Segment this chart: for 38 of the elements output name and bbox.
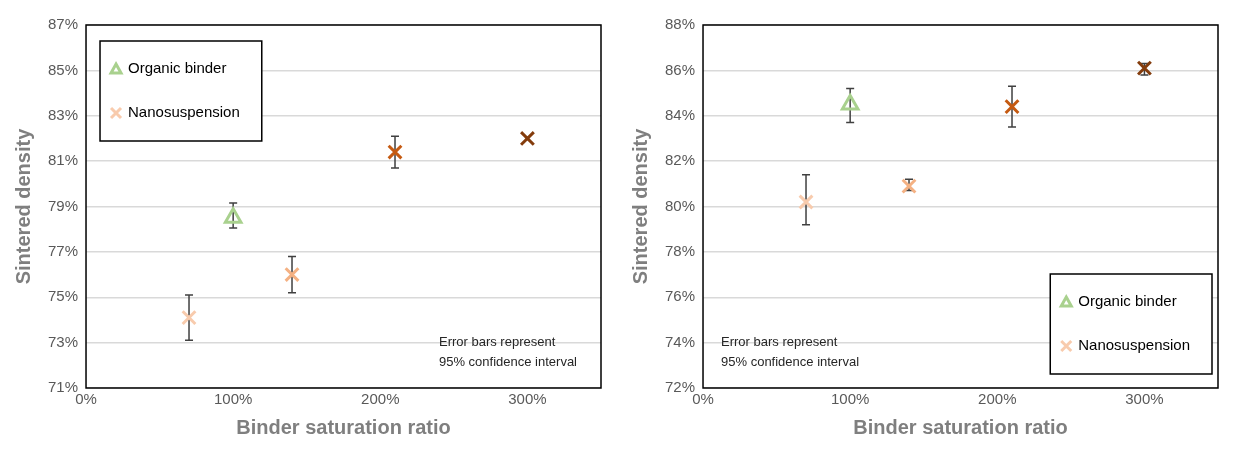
y-tick-label: 73% xyxy=(47,332,79,350)
annotation: Error bars represent 95% confidence interval xyxy=(438,334,578,369)
legend-label: Nanosuspension xyxy=(128,103,240,121)
x-tick-label: 300% xyxy=(1125,390,1164,408)
point xyxy=(519,130,536,147)
point xyxy=(798,194,814,210)
y-tick-label: 80% xyxy=(664,196,696,214)
y-tick-label: 78% xyxy=(664,242,696,260)
y-tick-label: 84% xyxy=(664,105,696,123)
legend-label: Nanosuspension xyxy=(1078,336,1190,354)
y-tick-label: 81% xyxy=(47,151,79,169)
point xyxy=(181,309,197,326)
x-axis-title: Binder saturation ratio xyxy=(853,415,1068,438)
y-tick-label: 82% xyxy=(664,151,696,169)
x-tick-label: 100% xyxy=(830,390,870,408)
y-tick-label: 74% xyxy=(664,332,696,350)
y-tick-label: 85% xyxy=(47,60,79,78)
y-axis-title: Sintered density xyxy=(628,127,651,285)
y-tick-label: 76% xyxy=(664,287,696,305)
annotation: Error bars represent 95% confidence interval xyxy=(721,334,860,369)
legend-label: Organic binder xyxy=(1078,292,1177,310)
y-tick-label: 75% xyxy=(47,287,79,305)
x-tick-label: 200% xyxy=(978,390,1017,408)
y-tick-label: 87% xyxy=(47,15,79,33)
x-tick-label: 300% xyxy=(508,390,547,408)
y-tick-label: 83% xyxy=(47,105,79,123)
y-axis-title: Sintered density xyxy=(11,127,34,285)
point xyxy=(387,144,403,160)
y-tick-label: 77% xyxy=(47,242,79,260)
point xyxy=(284,266,300,283)
x-tick-label: 100% xyxy=(213,390,253,408)
x-axis-title: Binder saturation ratio xyxy=(236,415,451,438)
point xyxy=(1004,98,1020,115)
y-tick-label: 86% xyxy=(664,60,696,78)
x-tick-label: 200% xyxy=(361,390,400,408)
y-tick-label: 88% xyxy=(664,15,696,33)
legend-label: Organic binder xyxy=(128,59,227,77)
y-tick-label: 79% xyxy=(47,196,79,214)
